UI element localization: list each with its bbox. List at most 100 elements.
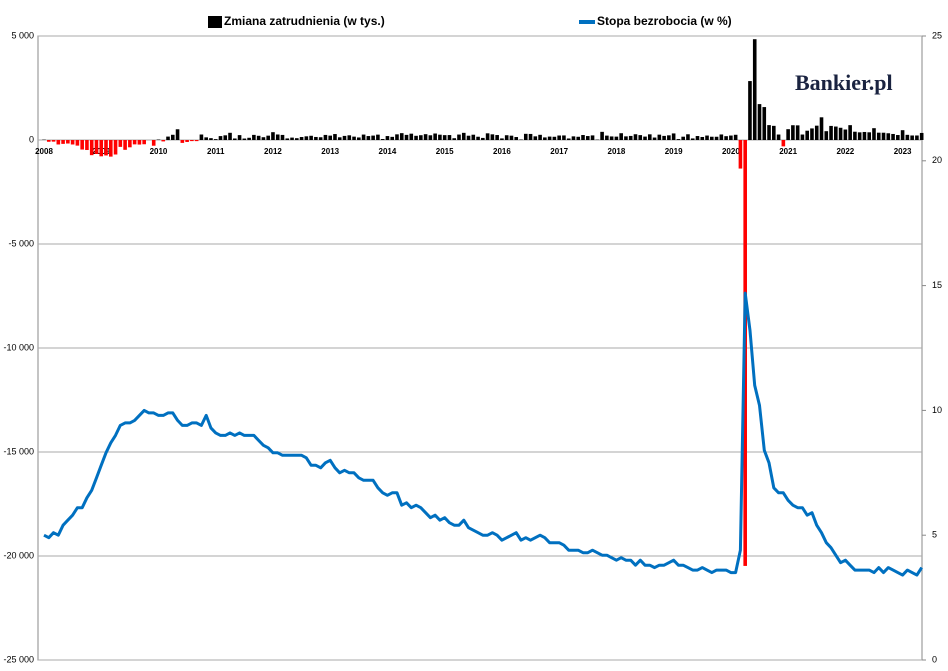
bar	[399, 133, 404, 140]
bar	[814, 125, 819, 140]
bar	[113, 140, 118, 155]
bar	[853, 131, 857, 140]
bar	[671, 133, 676, 140]
bar	[309, 135, 313, 140]
bar	[509, 135, 514, 140]
bar	[819, 117, 824, 140]
bar	[80, 140, 84, 150]
bar	[628, 135, 633, 140]
bar	[862, 131, 867, 140]
bar	[915, 135, 919, 140]
bar	[70, 140, 75, 145]
bar	[624, 136, 628, 140]
bar	[137, 140, 142, 145]
y2-tick-label: 20	[932, 155, 942, 165]
line	[43, 291, 923, 577]
bar	[314, 136, 318, 140]
bar	[337, 137, 342, 140]
y-tick-label: 5 000	[11, 30, 34, 40]
bar	[714, 136, 719, 140]
bar	[371, 135, 375, 140]
bar	[881, 132, 886, 140]
bar	[347, 135, 352, 140]
bar	[218, 136, 223, 140]
bar	[233, 138, 237, 140]
y2-tick-label: 25	[932, 30, 942, 40]
bar	[213, 139, 218, 140]
bar	[905, 134, 910, 140]
bar	[810, 128, 814, 140]
bar	[104, 140, 108, 156]
bar	[476, 136, 480, 140]
bar	[304, 136, 309, 140]
bar	[252, 134, 256, 140]
bar	[128, 140, 132, 148]
bar	[209, 138, 213, 140]
bar	[733, 134, 738, 140]
x-tick-label: 2022	[836, 147, 854, 156]
bar	[757, 104, 762, 140]
bar	[390, 136, 395, 140]
bar	[194, 140, 199, 142]
bar	[471, 134, 476, 140]
bar	[380, 139, 385, 140]
bar	[328, 135, 332, 140]
y-tick-label: -5 000	[8, 238, 34, 248]
watermark: Bankier.pl	[795, 70, 893, 95]
bar	[872, 128, 876, 140]
bar	[285, 138, 290, 140]
x-tick-label: 2020	[722, 147, 740, 156]
bar	[562, 135, 566, 140]
bar	[638, 135, 643, 140]
bar	[342, 135, 347, 140]
bar	[786, 129, 790, 140]
bar	[514, 137, 519, 140]
bar	[366, 136, 371, 140]
x-tick-label: 2017	[550, 147, 568, 156]
bar	[867, 132, 872, 140]
bar	[800, 134, 805, 140]
bar	[857, 132, 862, 140]
bar	[547, 136, 552, 140]
bar	[51, 140, 56, 142]
bar	[237, 135, 242, 140]
bar	[323, 134, 328, 140]
bar	[419, 135, 423, 140]
bar	[585, 136, 590, 140]
bar	[700, 136, 705, 140]
bar	[590, 135, 595, 140]
bar	[142, 140, 146, 145]
bar	[738, 140, 743, 169]
bar	[461, 132, 466, 140]
bar	[900, 130, 905, 140]
bar	[533, 136, 538, 140]
bar	[170, 134, 175, 140]
bar	[767, 125, 771, 140]
bar	[657, 134, 662, 140]
bar	[190, 140, 194, 142]
bar	[409, 133, 414, 140]
bar	[848, 125, 852, 140]
bar	[528, 133, 533, 140]
bar	[838, 127, 843, 140]
bar	[776, 134, 781, 140]
x-tick-label: 2012	[264, 147, 282, 156]
bar	[175, 129, 180, 140]
bar	[919, 132, 924, 140]
bar	[275, 134, 280, 140]
bar	[161, 140, 166, 142]
bar	[843, 129, 848, 140]
bar	[690, 138, 695, 140]
bar	[166, 136, 170, 140]
bar	[891, 133, 895, 140]
bar	[56, 140, 61, 145]
bar	[242, 138, 247, 140]
bar	[566, 138, 571, 140]
bar	[886, 133, 891, 140]
bar	[571, 136, 576, 140]
bar	[447, 135, 452, 140]
bar	[94, 140, 99, 154]
legend-swatch	[208, 16, 222, 28]
bar	[781, 140, 786, 147]
bar	[256, 135, 261, 140]
